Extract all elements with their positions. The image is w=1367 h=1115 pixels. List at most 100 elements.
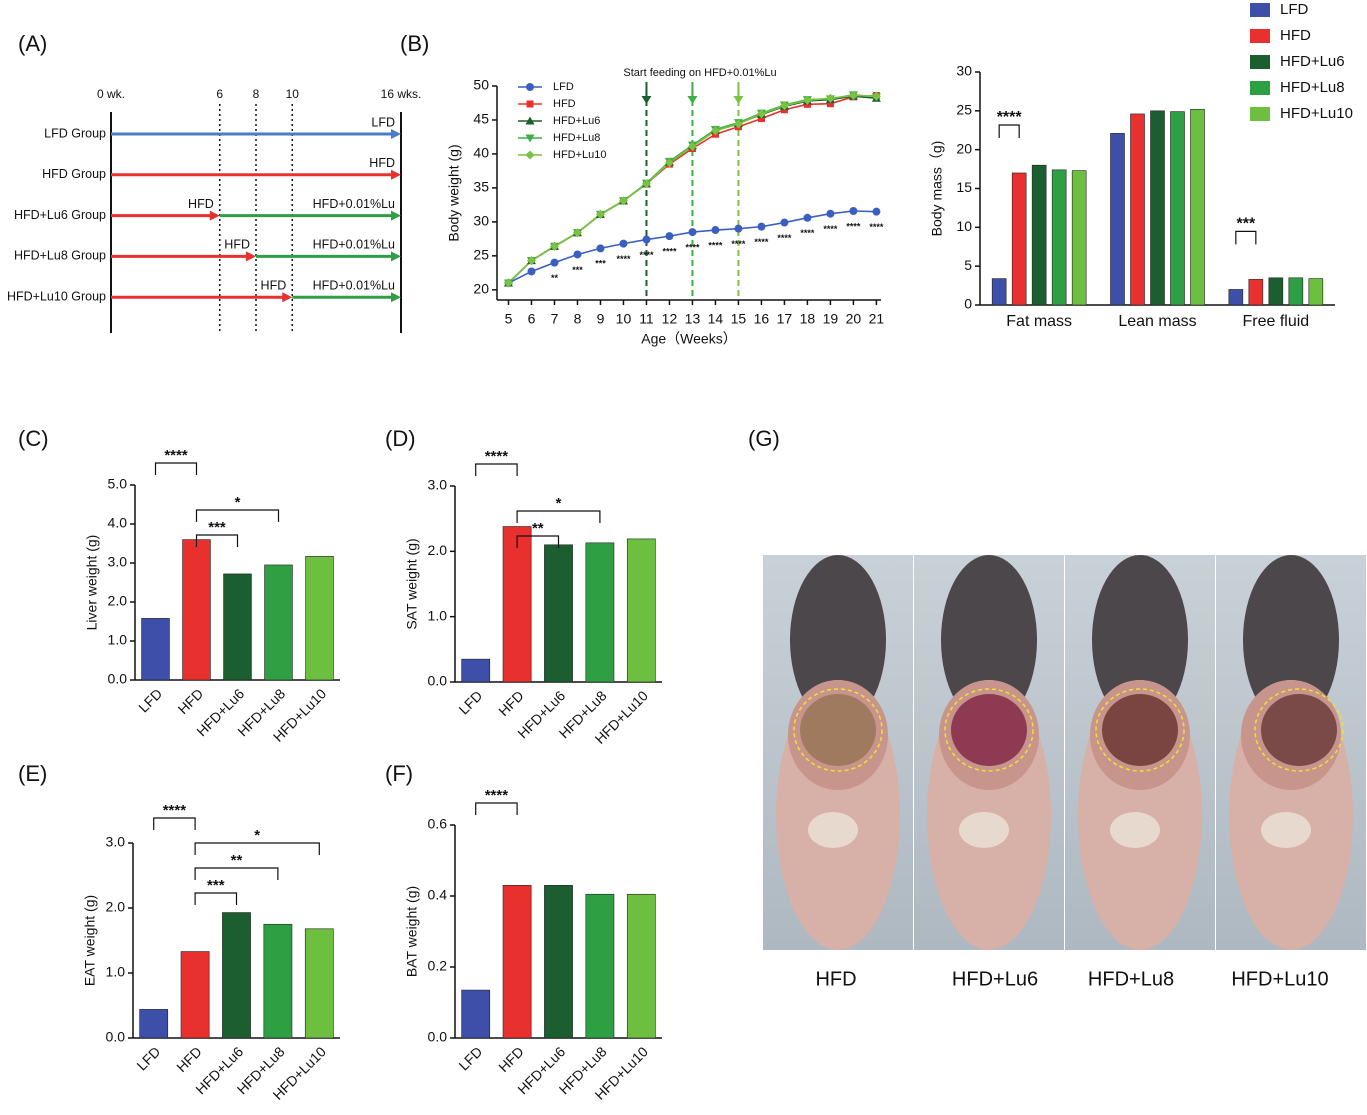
bar bbox=[991, 278, 1007, 306]
x-tick-label: 6 bbox=[528, 311, 536, 327]
significance-bracket bbox=[475, 802, 518, 815]
bar bbox=[1110, 133, 1125, 306]
segment-label: HFD+0.01%Lu bbox=[313, 238, 395, 252]
y-tick-label: 25 bbox=[473, 247, 489, 263]
y-tick-label: 0.0 bbox=[108, 671, 128, 687]
legend-swatch bbox=[1250, 107, 1270, 121]
y-tick-label: 15 bbox=[956, 179, 972, 195]
bar bbox=[180, 951, 210, 1039]
arrow-head bbox=[246, 251, 256, 262]
segment-label: HFD bbox=[261, 278, 287, 292]
x-tick-label: 9 bbox=[597, 311, 605, 327]
legend-marker bbox=[525, 134, 535, 143]
x-tick-label: 15 bbox=[731, 311, 747, 327]
panel-label: (D) bbox=[385, 426, 416, 451]
x-tick-label: LFD bbox=[455, 1043, 485, 1073]
point bbox=[780, 218, 789, 227]
legend-label: HFD+Lu10 bbox=[553, 149, 607, 161]
x-tick-label: 7 bbox=[551, 311, 559, 327]
photo-caption: HFD+Lu6 bbox=[952, 968, 1038, 990]
point bbox=[734, 224, 743, 233]
arrow-head bbox=[391, 129, 401, 139]
y-tick-label: 5 bbox=[964, 257, 972, 273]
x-tick-label: 5 bbox=[505, 311, 513, 327]
y-tick-label: 0.0 bbox=[106, 1029, 126, 1045]
photo-fat bbox=[1110, 812, 1160, 848]
y-tick-label: 0.2 bbox=[428, 958, 448, 974]
bar bbox=[1268, 277, 1284, 306]
y-tick-label: 45 bbox=[473, 111, 489, 127]
y-tick-label: 1.0 bbox=[428, 607, 448, 623]
significance-bracket bbox=[195, 534, 239, 547]
y-tick-label: 4.0 bbox=[108, 515, 128, 531]
x-tick-label: HFD bbox=[495, 687, 527, 719]
y-tick-label: 40 bbox=[473, 145, 489, 161]
bar bbox=[304, 928, 334, 1039]
point bbox=[664, 158, 674, 168]
row-name: LFD Group bbox=[44, 126, 106, 140]
point bbox=[641, 179, 651, 189]
y-tick-label: 1.0 bbox=[108, 632, 128, 648]
y-tick-label: 20 bbox=[473, 281, 489, 297]
y-tick-label: 5.0 bbox=[108, 476, 128, 492]
point bbox=[826, 100, 834, 108]
bar bbox=[544, 885, 573, 1039]
arrow-head bbox=[391, 169, 401, 180]
significance-label: **** bbox=[164, 447, 188, 464]
legend-swatch bbox=[1250, 81, 1270, 95]
bar bbox=[223, 573, 252, 681]
x-tick-label: LFD bbox=[135, 685, 165, 715]
point bbox=[573, 250, 582, 259]
y-tick-label: 2.0 bbox=[108, 593, 128, 609]
significance-label: **** bbox=[731, 239, 746, 249]
point bbox=[526, 256, 536, 266]
photo-head bbox=[1243, 555, 1339, 725]
point bbox=[711, 226, 720, 235]
photo-organ bbox=[1261, 694, 1337, 766]
x-axis-label: Age（Weeks） bbox=[641, 331, 736, 347]
bar bbox=[585, 893, 615, 1039]
significance-label: *** bbox=[208, 519, 226, 536]
point bbox=[527, 267, 536, 276]
significance-label: **** bbox=[685, 242, 700, 252]
significance-label: **** bbox=[163, 802, 187, 819]
legend-marker bbox=[526, 100, 534, 108]
row-name: HFD Group bbox=[42, 167, 106, 181]
photo-organ bbox=[800, 694, 876, 766]
significance-bracket bbox=[194, 842, 320, 855]
x-tick-label: 18 bbox=[800, 311, 816, 327]
bar bbox=[263, 923, 293, 1039]
feeding-arrow-head bbox=[641, 96, 652, 104]
significance-bracket bbox=[194, 867, 279, 880]
point bbox=[688, 228, 697, 237]
photo-organ bbox=[951, 694, 1027, 766]
bar bbox=[461, 989, 491, 1039]
significance-label: * bbox=[254, 827, 260, 844]
segment-label: HFD+0.01%Lu bbox=[313, 197, 395, 211]
bar bbox=[1130, 113, 1145, 306]
significance-label: *** bbox=[207, 877, 225, 894]
photo-fat bbox=[959, 812, 1009, 848]
point bbox=[872, 207, 881, 216]
significance-label: **** bbox=[800, 228, 815, 238]
legend-label: HFD+Lu8 bbox=[553, 132, 600, 144]
significance-bracket bbox=[195, 509, 280, 522]
x-tick-label: 11 bbox=[639, 311, 654, 327]
bar bbox=[1031, 164, 1047, 306]
annotation: Start feeding on HFD+0.01%Lu bbox=[623, 67, 776, 79]
photo-organ bbox=[1102, 694, 1178, 766]
timeline-tick-label: 6 bbox=[216, 87, 223, 101]
photo-caption: HFD+Lu8 bbox=[1088, 968, 1174, 990]
timeline-tick-label: 0 wk. bbox=[97, 87, 125, 101]
y-tick-label: 3.0 bbox=[108, 554, 128, 570]
significance-bracket bbox=[1235, 230, 1257, 245]
significance-label: **** bbox=[754, 237, 769, 247]
significance-label: **** bbox=[708, 240, 723, 250]
photo-outline bbox=[1095, 688, 1185, 772]
row-name: HFD+Lu8 Group bbox=[14, 249, 106, 263]
segment-label: HFD bbox=[369, 156, 395, 170]
bar bbox=[1011, 172, 1027, 306]
significance-label: **** bbox=[485, 448, 509, 465]
significance-bracket bbox=[998, 124, 1020, 138]
